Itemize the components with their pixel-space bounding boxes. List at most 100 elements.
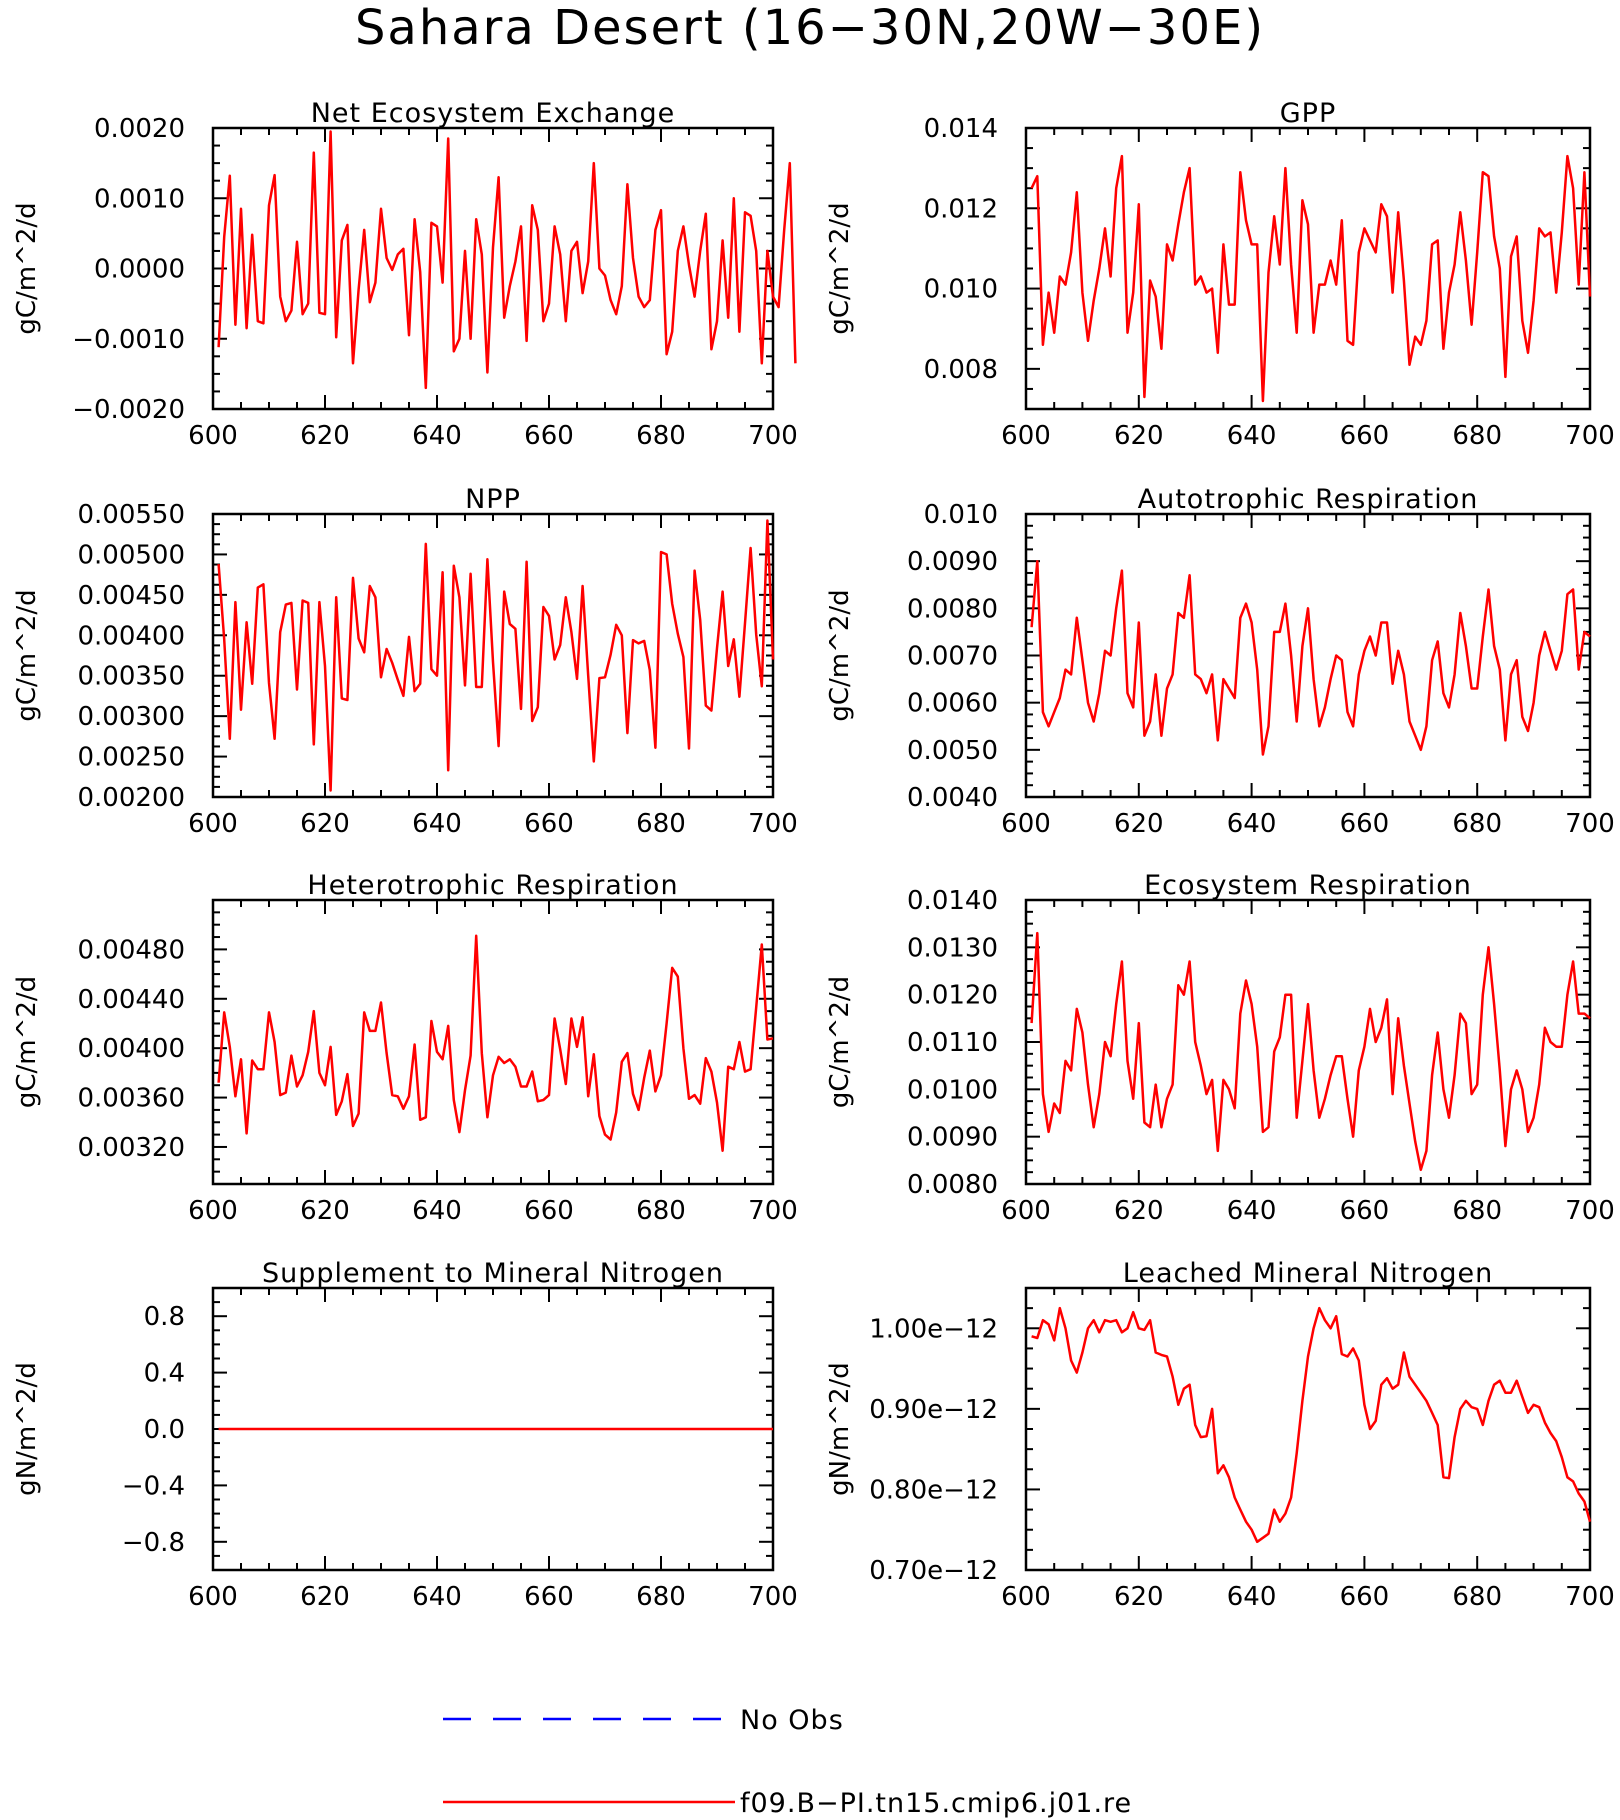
x-tick-label: 700 <box>1565 1582 1615 1612</box>
x-tick-label: 700 <box>748 1196 798 1226</box>
panel-gpp: GPP 600 620 640 660 680 700 0.008 0.010 0.012 0.01… <box>825 98 1615 451</box>
y-tick-label: 0.0090 <box>907 547 998 577</box>
x-tick-label: 660 <box>524 1582 574 1612</box>
y-tick-label: 0.00440 <box>77 985 185 1015</box>
y-tick-label: −0.0020 <box>72 395 185 425</box>
x-tick-label: 620 <box>300 1582 350 1612</box>
y-tick-label: 0.0120 <box>907 981 998 1011</box>
y-tick-label: 0.0040 <box>907 783 998 813</box>
y-tick-label: 0.8 <box>144 1302 185 1332</box>
panel-title: Net Ecosystem Exchange <box>311 98 676 129</box>
x-tick-label: 680 <box>636 1582 686 1612</box>
y-tick-label: 0.0100 <box>907 1075 998 1105</box>
y-tick-label: 0.00300 <box>77 702 185 732</box>
panel-title: Autotrophic Respiration <box>1138 484 1479 515</box>
y-tick-label: 0.0110 <box>907 1028 998 1058</box>
y-tick-label: 0.012 <box>924 194 998 224</box>
x-tick-label: 600 <box>1001 1196 1051 1226</box>
y-tick-label: 0.00350 <box>77 662 185 692</box>
y-tick-label: 0.0130 <box>907 933 998 963</box>
x-tick-label: 600 <box>188 1196 238 1226</box>
panel-npp: NPP 600 620 640 660 680 700 0.00200 0.00250 0.003… <box>12 484 798 839</box>
plot-frame <box>211 898 775 1186</box>
x-tick-label: 620 <box>1114 1196 1164 1226</box>
y-axis-label: gC/m^2/d <box>825 976 855 1108</box>
y-tick-label: 0.00480 <box>77 935 185 965</box>
series-line <box>1031 1306 1592 1544</box>
y-axis-label: gC/m^2/d <box>825 589 855 721</box>
x-tick-label: 680 <box>636 421 686 451</box>
x-tick-label: 660 <box>524 809 574 839</box>
y-axis-label: gC/m^2/d <box>12 202 42 334</box>
panel-title: GPP <box>1280 98 1337 129</box>
x-tick-label: 600 <box>1001 421 1051 451</box>
panel-title: Leached Mineral Nitrogen <box>1123 1258 1493 1289</box>
x-tick-label: 700 <box>1565 809 1615 839</box>
x-tick-label: 660 <box>1340 421 1390 451</box>
y-tick-label: 0.008 <box>924 355 998 385</box>
panel-autotrophic-respiration: Autotrophic Respiration 600 620 640 660 680 70… <box>825 484 1615 839</box>
y-tick-label: 0.00250 <box>77 743 185 773</box>
x-tick-label: 680 <box>1452 421 1502 451</box>
x-tick-label: 640 <box>1227 421 1277 451</box>
x-tick-label: 640 <box>412 1582 462 1612</box>
x-tick-label: 640 <box>1227 1582 1277 1612</box>
y-axis-label: gC/m^2/d <box>825 202 855 334</box>
panel-title: Ecosystem Respiration <box>1144 870 1472 901</box>
x-tick-label: 600 <box>1001 1582 1051 1612</box>
y-tick-label: 0.0 <box>144 1415 185 1445</box>
y-tick-label: 0.0060 <box>907 689 998 719</box>
x-tick-label: 680 <box>636 809 686 839</box>
series-line <box>217 130 797 390</box>
x-tick-label: 640 <box>1227 1196 1277 1226</box>
y-tick-label: 0.0020 <box>94 114 185 144</box>
x-tick-label: 600 <box>1001 809 1051 839</box>
figure-title: Sahara Desert (16−30N,20W−30E) <box>355 0 1265 56</box>
x-tick-label: 620 <box>300 809 350 839</box>
x-tick-label: 640 <box>412 421 462 451</box>
y-tick-label: 0.0000 <box>94 255 185 285</box>
y-tick-label: 0.0080 <box>907 594 998 624</box>
panel-title: NPP <box>465 484 521 515</box>
y-tick-label: 0.00200 <box>77 783 185 813</box>
x-tick-label: 700 <box>1565 1196 1615 1226</box>
y-tick-label: 0.0140 <box>907 886 998 916</box>
x-tick-label: 680 <box>1452 809 1502 839</box>
x-tick-label: 700 <box>1565 421 1615 451</box>
x-tick-label: 660 <box>524 421 574 451</box>
legend-label: f09.B−PI.tn15.cmip6.j01.re <box>740 1788 1132 1819</box>
y-tick-label: 0.00320 <box>77 1133 185 1163</box>
y-tick-label: 0.014 <box>924 114 998 144</box>
y-tick-label: 0.010 <box>924 275 998 305</box>
y-tick-label: 0.0010 <box>94 184 185 214</box>
panel-title: Supplement to Mineral Nitrogen <box>262 1258 724 1289</box>
x-tick-label: 620 <box>1114 809 1164 839</box>
y-tick-label: 0.80e−12 <box>869 1475 998 1505</box>
x-tick-label: 660 <box>524 1196 574 1226</box>
x-tick-label: 640 <box>412 1196 462 1226</box>
y-tick-label: 0.70e−12 <box>869 1556 998 1586</box>
panel-title: Heterotrophic Respiration <box>307 870 678 901</box>
y-tick-label: 1.00e−12 <box>869 1314 998 1344</box>
y-tick-label: −0.8 <box>122 1528 185 1558</box>
x-tick-label: 660 <box>1340 1196 1390 1226</box>
y-tick-label: 0.00500 <box>77 540 185 570</box>
x-tick-label: 620 <box>300 421 350 451</box>
y-axis-label: gN/m^2/d <box>825 1362 855 1496</box>
series-line <box>217 934 774 1152</box>
panel-supplement-to-mineral-nitrogen: Supplement to Mineral Nitrogen 600 620 640 6… <box>12 1258 798 1612</box>
x-tick-label: 620 <box>1114 1582 1164 1612</box>
y-axis-label: gC/m^2/d <box>12 589 42 721</box>
x-tick-label: 640 <box>1227 809 1277 839</box>
x-tick-label: 660 <box>1340 1582 1390 1612</box>
series-line <box>217 519 775 792</box>
x-tick-label: 640 <box>412 809 462 839</box>
x-tick-label: 680 <box>1452 1582 1502 1612</box>
y-tick-label: −0.4 <box>122 1471 185 1501</box>
legend: No Obs f09.B−PI.tn15.cmip6.j01.re <box>443 1705 1132 1819</box>
x-tick-label: 600 <box>188 809 238 839</box>
x-tick-label: 680 <box>1452 1196 1502 1226</box>
series-line <box>1030 154 1592 403</box>
panels: Net Ecosystem Exchange 600 620 640 660 680 700… <box>12 98 1615 1612</box>
